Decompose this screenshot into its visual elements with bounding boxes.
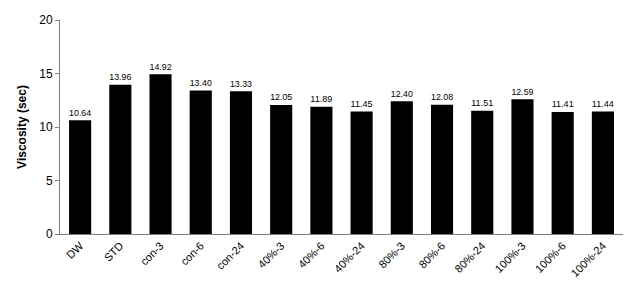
svg-text:80%-24: 80%-24 bbox=[452, 240, 487, 275]
svg-text:40%-3: 40%-3 bbox=[256, 240, 287, 271]
svg-text:11.41: 11.41 bbox=[552, 99, 574, 109]
svg-text:13.33: 13.33 bbox=[230, 79, 252, 89]
svg-text:11.51: 11.51 bbox=[471, 98, 493, 108]
svg-text:11.89: 11.89 bbox=[310, 94, 332, 104]
svg-text:13.40: 13.40 bbox=[190, 78, 212, 88]
svg-text:con-6: con-6 bbox=[178, 240, 206, 268]
svg-text:13.96: 13.96 bbox=[109, 72, 131, 82]
svg-text:12.05: 12.05 bbox=[270, 92, 292, 102]
svg-text:12.08: 12.08 bbox=[431, 92, 453, 102]
svg-text:con-24: con-24 bbox=[214, 240, 246, 272]
svg-text:15: 15 bbox=[39, 67, 53, 81]
svg-text:11.44: 11.44 bbox=[592, 99, 614, 109]
svg-text:DW: DW bbox=[64, 239, 86, 261]
svg-text:40%-6: 40%-6 bbox=[296, 240, 327, 271]
svg-text:5: 5 bbox=[46, 174, 53, 188]
svg-text:STD: STD bbox=[102, 239, 126, 263]
svg-text:80%-6: 80%-6 bbox=[416, 240, 447, 271]
svg-text:20: 20 bbox=[39, 13, 53, 27]
svg-text:Viscosity (sec): Viscosity (sec) bbox=[15, 85, 29, 169]
svg-text:100%-6: 100%-6 bbox=[533, 240, 568, 275]
svg-text:80%-3: 80%-3 bbox=[376, 240, 407, 271]
svg-text:14.92: 14.92 bbox=[149, 62, 171, 72]
svg-text:10.64: 10.64 bbox=[69, 108, 91, 118]
svg-text:100%-24: 100%-24 bbox=[569, 240, 609, 280]
svg-text:0: 0 bbox=[46, 227, 53, 241]
svg-text:40%-24: 40%-24 bbox=[332, 240, 367, 275]
svg-text:11.45: 11.45 bbox=[351, 99, 373, 109]
svg-text:con-3: con-3 bbox=[138, 240, 166, 268]
svg-text:100%-3: 100%-3 bbox=[492, 240, 527, 275]
svg-text:12.40: 12.40 bbox=[391, 89, 413, 99]
svg-text:12.59: 12.59 bbox=[511, 87, 533, 97]
svg-text:10: 10 bbox=[39, 120, 53, 134]
